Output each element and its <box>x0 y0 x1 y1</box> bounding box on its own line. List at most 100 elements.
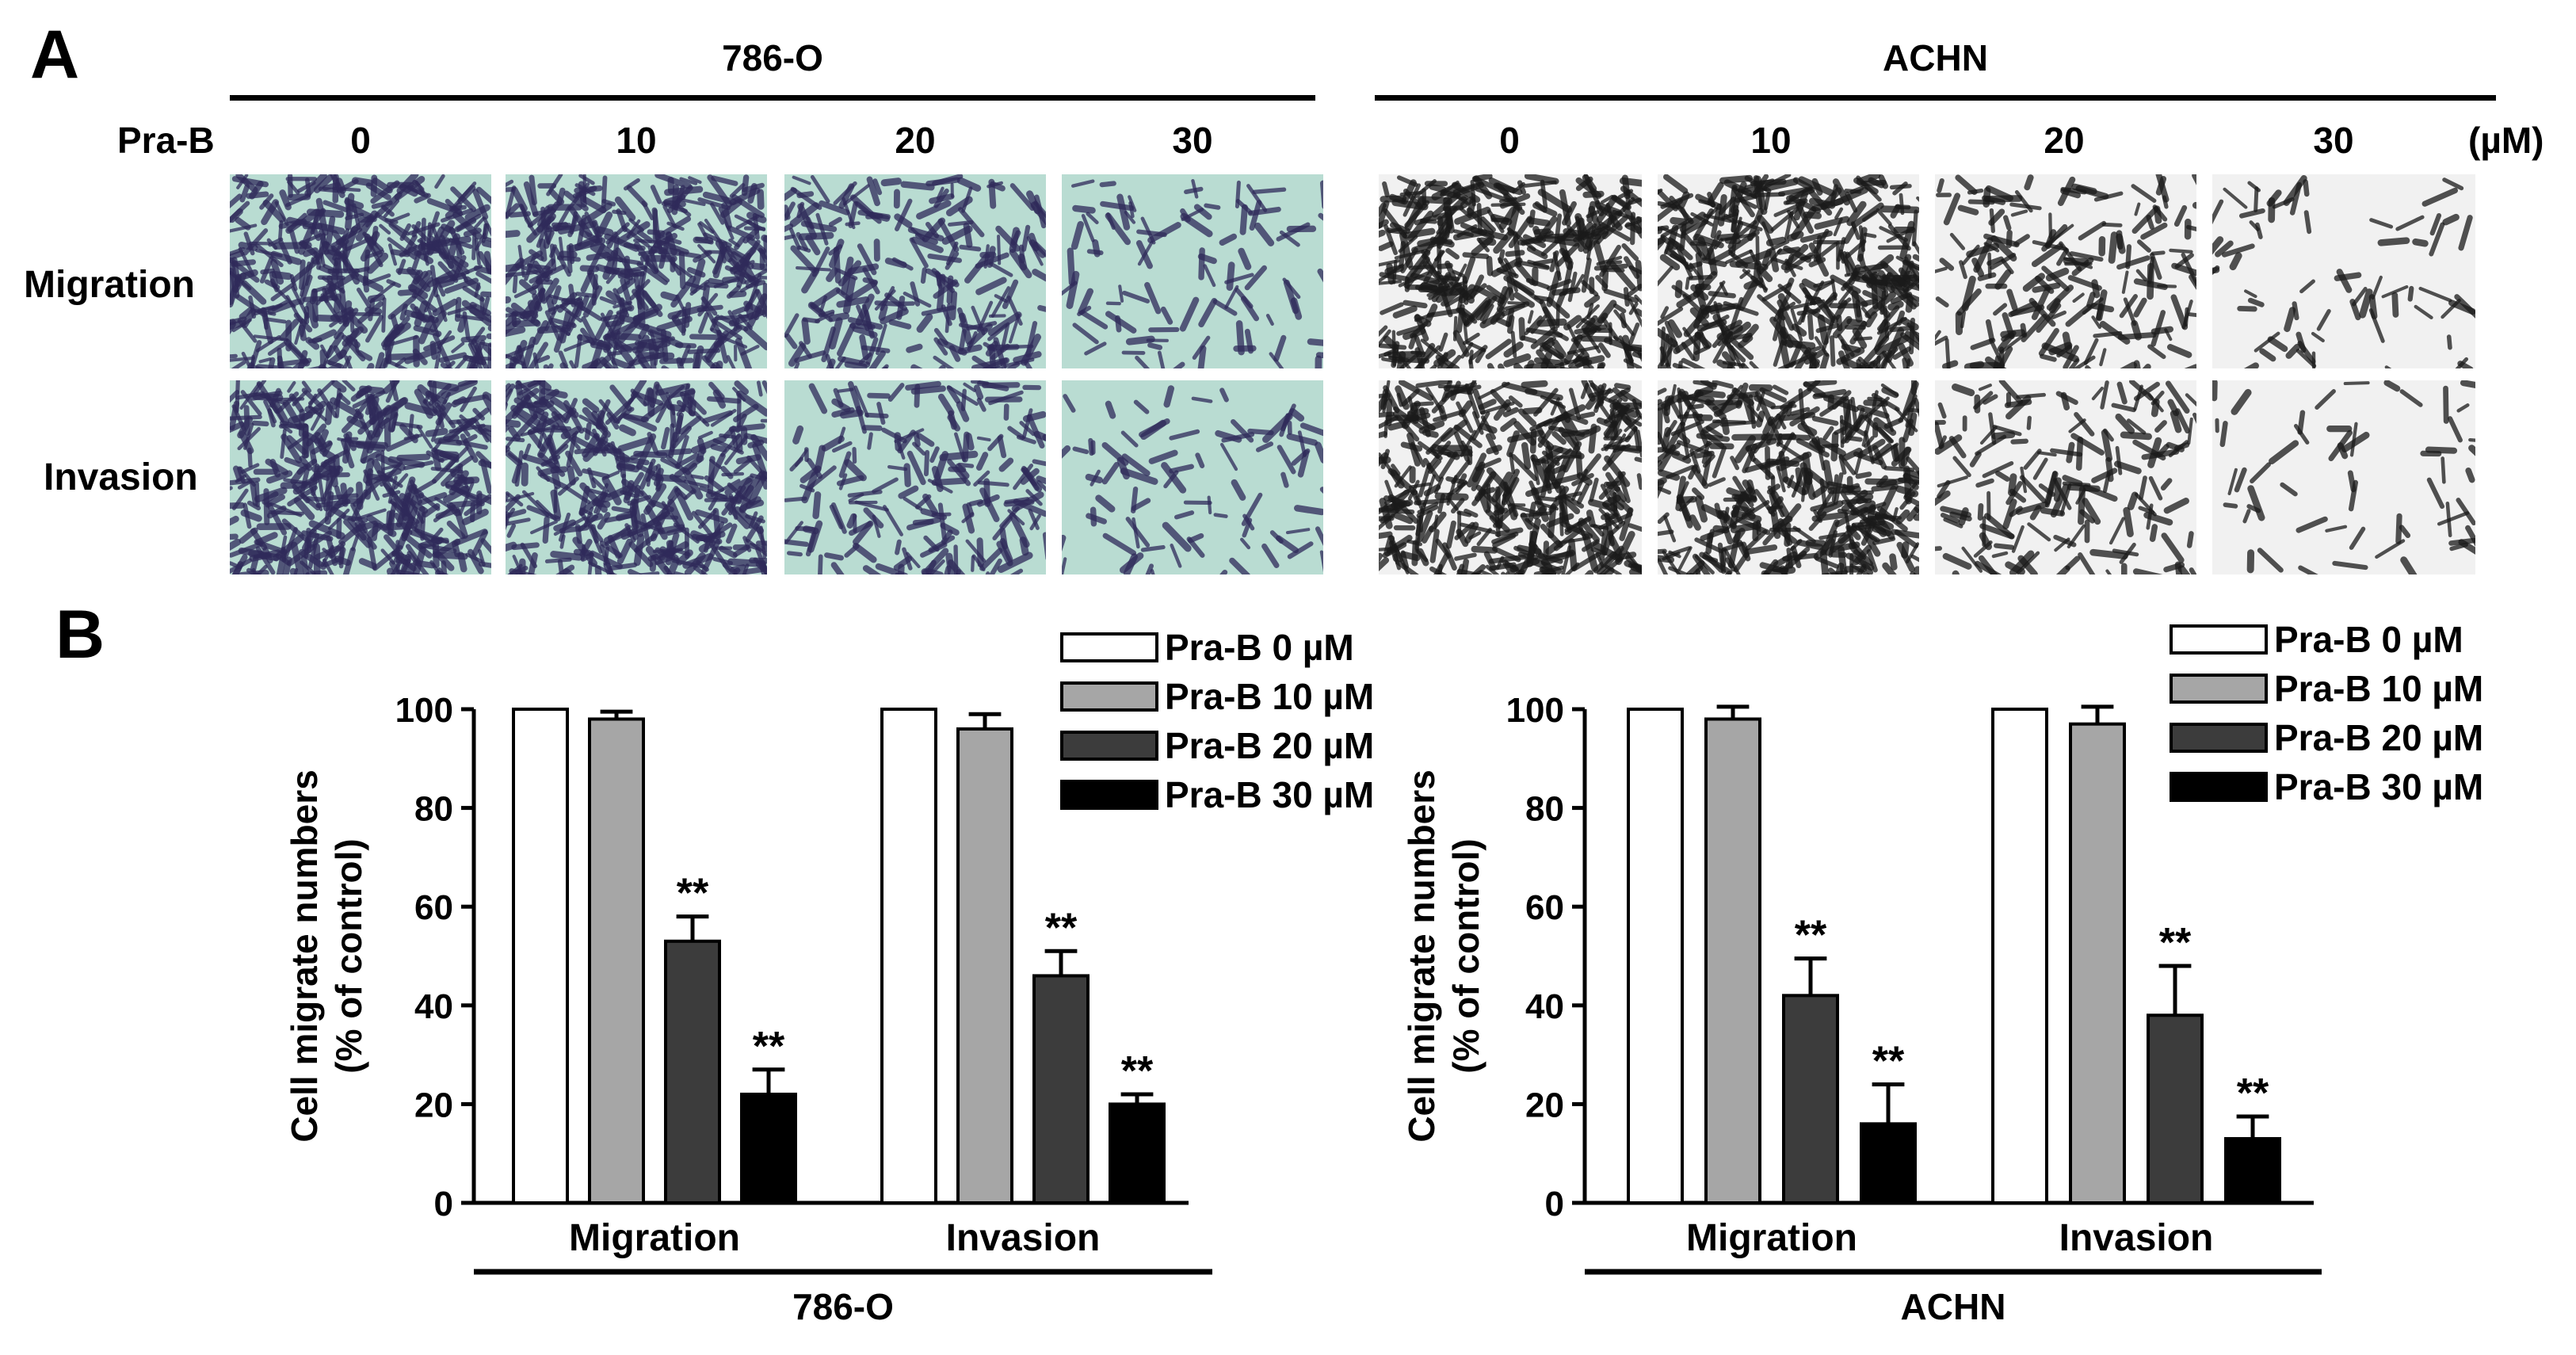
significance-mark: ** <box>1872 1038 1905 1084</box>
legend-swatch-1 <box>2170 674 2268 704</box>
panel-b-letter: B <box>55 597 105 673</box>
panel-a-letter: A <box>30 17 80 93</box>
legend-swatch-3 <box>1060 780 1158 810</box>
legend-label-2: Pra-B 20 µM <box>1165 725 1374 766</box>
micrograph-achn-migration-0 <box>1379 174 1642 368</box>
dose-786o-0: 0 <box>350 120 371 161</box>
legend-label-0: Pra-B 0 µM <box>1165 627 1354 668</box>
micrograph-achn-migration-20 <box>1935 174 2196 368</box>
micrograph-achn-migration-10 <box>1658 174 1919 368</box>
legend-label-3: Pra-B 30 µM <box>2274 766 2483 807</box>
micrograph-786o-migration-10 <box>506 174 767 368</box>
cell-line-786o-header: 786-O <box>722 37 823 78</box>
bar-invasion-3 <box>1109 1102 1166 1205</box>
y-tick-label-60: 60 <box>1525 888 1564 927</box>
y-tick-label-40: 40 <box>414 987 453 1026</box>
bar-migration-2 <box>1782 994 1839 1204</box>
micrograph-786o-invasion-20 <box>784 380 1046 574</box>
bar-migration-2 <box>664 939 721 1204</box>
y-tick-label-100: 100 <box>1506 691 1564 730</box>
bar-invasion-2 <box>1032 974 1090 1204</box>
bar-chart-achn: 0 20 40 60 80 100 Cell migrate numbers(% of co… <box>1401 619 2483 1327</box>
micrograph-786o-migration-30 <box>1062 174 1323 368</box>
y-axis-label: Cell migrate numbers(% of control) <box>1401 769 1486 1142</box>
y-tick-label-60: 60 <box>414 888 453 927</box>
significance-mark: ** <box>677 871 709 917</box>
significance-mark: ** <box>753 1024 785 1070</box>
y-tick-label-20: 20 <box>1525 1086 1564 1124</box>
dose-achn-0: 0 <box>1499 120 1520 161</box>
legend-swatch-3 <box>2170 772 2268 802</box>
x-category-label-migration: Migration <box>569 1217 740 1259</box>
micrograph-786o-invasion-30 <box>1062 380 1323 574</box>
legend-label-1: Pra-B 10 µM <box>1165 676 1374 717</box>
cell-line-786o-rule <box>230 95 1315 101</box>
micrograph-achn-invasion-30 <box>2212 380 2475 574</box>
significance-mark: ** <box>2159 920 2192 966</box>
y-tick-label-40: 40 <box>1525 987 1564 1026</box>
y-axis-label-line: Cell migrate numbers <box>1401 769 1442 1142</box>
dose-786o-30: 30 <box>1172 120 1213 161</box>
row-label-migration: Migration <box>24 264 195 306</box>
bar-invasion-2 <box>2147 1013 2204 1205</box>
y-axis-label-line: (% of control) <box>1445 838 1486 1073</box>
x-category-label-invasion: Invasion <box>2059 1217 2214 1259</box>
dose-achn-10: 10 <box>1750 120 1792 161</box>
micrograph-786o-migration-0 <box>230 174 491 368</box>
legend-swatch-1 <box>1060 681 1158 712</box>
legend-swatch-0 <box>1060 632 1158 662</box>
legend-label-2: Pra-B 20 µM <box>2274 717 2483 758</box>
unit-label: (µM) <box>2468 120 2544 161</box>
significance-mark: ** <box>1121 1048 1154 1094</box>
y-tick-label-0: 0 <box>1545 1185 1564 1223</box>
dose-786o-20: 20 <box>895 120 936 161</box>
bar-migration-3 <box>740 1092 797 1204</box>
y-tick-label-80: 80 <box>414 790 453 829</box>
bar-migration-3 <box>1860 1122 1917 1205</box>
x-category-label-migration: Migration <box>1686 1217 1857 1259</box>
cell-line-achn-header: ACHN <box>1883 37 1988 78</box>
significance-mark: ** <box>1795 913 1827 959</box>
legend-label-1: Pra-B 10 µM <box>2274 668 2483 709</box>
cell-line-achn-rule <box>1375 95 2496 101</box>
bar-migration-0 <box>512 708 569 1204</box>
y-axis-label: Cell migrate numbers(% of control) <box>284 769 369 1142</box>
bar-chart-786o: 0 20 40 60 80 100 Cell migrate numbers(% of co… <box>284 627 1374 1327</box>
bar-invasion-1 <box>956 727 1013 1205</box>
micrograph-achn-invasion-10 <box>1658 380 1919 574</box>
y-tick-label-0: 0 <box>434 1185 453 1223</box>
group-label-achn: ACHN <box>1901 1286 2006 1327</box>
group-label-786o: 786-O <box>792 1286 894 1327</box>
legend-label-0: Pra-B 0 µM <box>2274 619 2463 660</box>
row-label-invasion: Invasion <box>44 456 198 498</box>
legend-swatch-2 <box>1060 731 1158 761</box>
bar-invasion-0 <box>1991 708 2048 1204</box>
micrograph-achn-invasion-20 <box>1935 380 2196 574</box>
bar-invasion-3 <box>2224 1137 2281 1205</box>
legend-swatch-0 <box>2170 624 2268 655</box>
y-tick-label-80: 80 <box>1525 790 1564 829</box>
dose-achn-20: 20 <box>2044 120 2085 161</box>
micrograph-786o-migration-20 <box>784 174 1046 368</box>
y-tick-label-20: 20 <box>414 1086 453 1124</box>
treatment-label: Pra-B <box>117 120 215 161</box>
micrograph-786o-invasion-10 <box>506 380 767 574</box>
dose-786o-10: 10 <box>616 120 657 161</box>
legend-swatch-2 <box>2170 723 2268 753</box>
y-tick-label-100: 100 <box>395 691 453 730</box>
x-category-label-invasion: Invasion <box>946 1217 1101 1259</box>
bar-invasion-1 <box>2069 722 2126 1204</box>
micrograph-786o-invasion-0 <box>230 380 491 574</box>
bar-migration-0 <box>1627 708 1684 1204</box>
y-axis-label-line: Cell migrate numbers <box>284 769 325 1142</box>
micrograph-achn-invasion-0 <box>1379 380 1642 574</box>
bar-migration-1 <box>588 717 645 1204</box>
y-axis-label-line: (% of control) <box>328 838 369 1073</box>
legend-label-3: Pra-B 30 µM <box>1165 774 1374 815</box>
bar-migration-1 <box>1704 717 1761 1204</box>
micrograph-achn-migration-30 <box>2212 174 2475 368</box>
dose-achn-30: 30 <box>2313 120 2354 161</box>
significance-mark: ** <box>1045 905 1078 951</box>
bar-invasion-0 <box>880 708 937 1204</box>
significance-mark: ** <box>2237 1071 2269 1116</box>
